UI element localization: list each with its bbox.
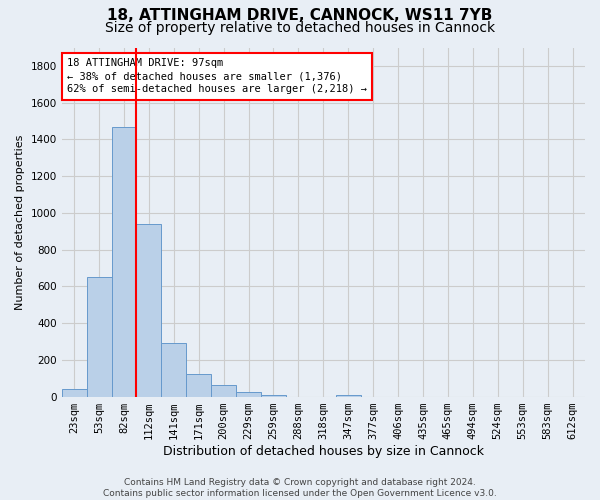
Text: 18 ATTINGHAM DRIVE: 97sqm
← 38% of detached houses are smaller (1,376)
62% of se: 18 ATTINGHAM DRIVE: 97sqm ← 38% of detac… <box>67 58 367 94</box>
Bar <box>236 392 261 396</box>
Bar <box>211 384 236 396</box>
Bar <box>136 224 161 396</box>
Text: Size of property relative to detached houses in Cannock: Size of property relative to detached ho… <box>105 21 495 35</box>
Text: Contains HM Land Registry data © Crown copyright and database right 2024.
Contai: Contains HM Land Registry data © Crown c… <box>103 478 497 498</box>
Bar <box>86 277 112 396</box>
Bar <box>62 389 86 396</box>
Bar <box>161 344 186 396</box>
Bar <box>336 394 361 396</box>
Y-axis label: Number of detached properties: Number of detached properties <box>15 134 25 310</box>
X-axis label: Distribution of detached houses by size in Cannock: Distribution of detached houses by size … <box>163 444 484 458</box>
Text: 18, ATTINGHAM DRIVE, CANNOCK, WS11 7YB: 18, ATTINGHAM DRIVE, CANNOCK, WS11 7YB <box>107 8 493 22</box>
Bar <box>186 374 211 396</box>
Bar <box>112 126 136 396</box>
Bar <box>261 394 286 396</box>
